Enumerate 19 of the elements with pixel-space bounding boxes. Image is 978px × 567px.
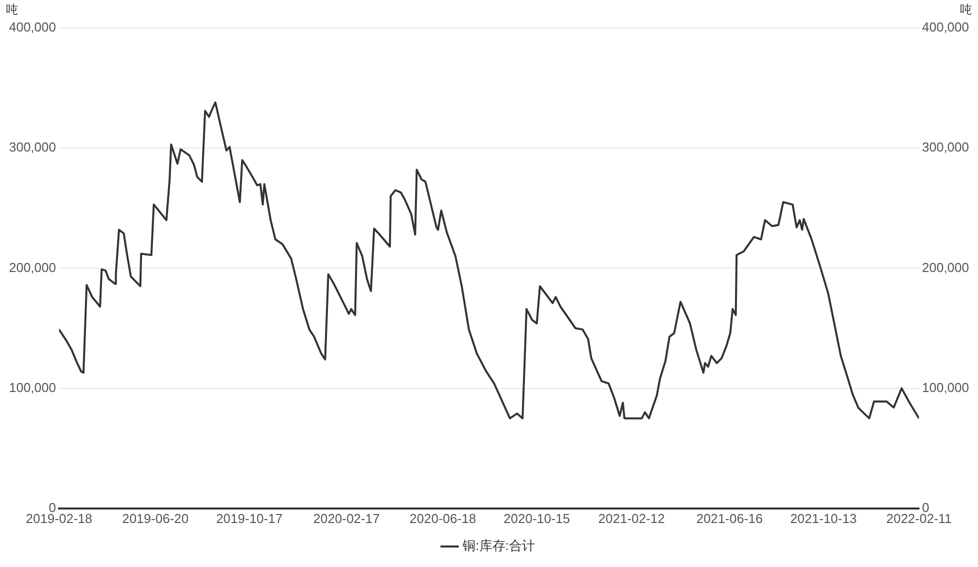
y2-tick-label: 400,000 — [922, 20, 970, 35]
x-tick-label: 2021-02-12 — [598, 510, 665, 526]
y2-tick-label: 100,000 — [922, 380, 970, 395]
y2-axis-title: 吨 — [960, 2, 972, 16]
y-tick-label: 200,000 — [8, 260, 56, 275]
x-tick-label: 2019-10-17 — [216, 510, 283, 526]
y2-tick-label: 200,000 — [922, 260, 970, 275]
y-tick-label: 100,000 — [8, 380, 56, 395]
y-axis-title: 吨 — [6, 2, 18, 16]
x-tick-label: 2020-10-15 — [504, 510, 570, 526]
x-tick-label: 2020-02-17 — [313, 510, 380, 526]
legend-label: 铜:库存:合计 — [462, 538, 535, 554]
x-tick-label: 2020-06-18 — [410, 510, 476, 526]
x-tick-label: 2019-06-20 — [122, 510, 189, 526]
y-tick-label: 300,000 — [8, 140, 56, 155]
x-tick-label: 2021-06-16 — [696, 510, 763, 526]
y2-tick-label: 300,000 — [922, 140, 970, 155]
x-tick-label: 2021-10-13 — [790, 510, 857, 526]
y-tick-label: 400,000 — [8, 20, 56, 35]
